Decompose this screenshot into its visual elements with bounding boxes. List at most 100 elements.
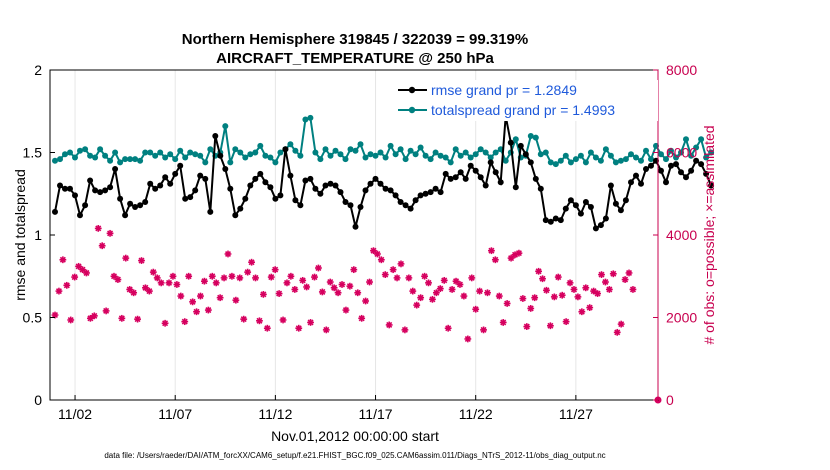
rmse-point bbox=[77, 212, 83, 219]
obs-point-stroke bbox=[201, 278, 208, 285]
obs-point-stroke bbox=[232, 297, 239, 304]
obs-point-stroke bbox=[287, 273, 294, 280]
totalspread-point bbox=[648, 156, 654, 163]
totalspread-point bbox=[77, 147, 83, 154]
totalspread-point bbox=[688, 152, 695, 159]
rmse-point bbox=[277, 192, 284, 199]
totalspread-point bbox=[322, 146, 329, 153]
rmse-point bbox=[572, 202, 579, 209]
obs-point bbox=[503, 300, 511, 307]
obs-point bbox=[456, 281, 464, 288]
plot-area bbox=[49, 69, 715, 404]
obs-point bbox=[185, 272, 193, 280]
rmse-point bbox=[352, 223, 359, 230]
obs-point-stroke bbox=[523, 323, 530, 330]
obs-point-stroke bbox=[484, 289, 491, 296]
obs-point bbox=[118, 314, 126, 322]
x-axis: 11/02 11/07 11/12 11/17 11/22 11/27 bbox=[58, 395, 593, 422]
obs-point bbox=[303, 283, 311, 291]
obs-point-stroke bbox=[185, 273, 192, 280]
obs-point bbox=[114, 276, 122, 283]
obs-point-stroke bbox=[264, 325, 271, 332]
obs-point-stroke bbox=[130, 289, 137, 296]
obs-point-stroke bbox=[122, 255, 129, 262]
obs-point bbox=[558, 291, 566, 299]
obs-point-stroke bbox=[610, 270, 617, 277]
totalspread-point bbox=[452, 146, 459, 153]
rmse-point bbox=[427, 189, 434, 196]
totalspread-point bbox=[622, 156, 629, 163]
totalspread-point bbox=[67, 149, 73, 156]
x-tick-label: 11/12 bbox=[258, 406, 292, 422]
obs-point bbox=[472, 305, 480, 313]
rmse-point bbox=[698, 161, 705, 168]
totalspread-point bbox=[477, 146, 484, 153]
obs-point bbox=[531, 294, 539, 302]
rmse-point bbox=[137, 202, 144, 209]
rmse-point bbox=[537, 185, 544, 192]
obs-point bbox=[436, 285, 444, 293]
obs-point-stroke bbox=[362, 297, 369, 305]
rmse-point bbox=[242, 195, 249, 202]
totalspread-point bbox=[147, 149, 154, 156]
obs-point bbox=[244, 268, 252, 276]
obs-point-stroke bbox=[606, 286, 613, 293]
x-tick-label: 11/27 bbox=[559, 406, 593, 422]
y-right-tick-label: 2000 bbox=[666, 310, 697, 326]
totalspread-point bbox=[62, 151, 68, 158]
obs-point bbox=[582, 284, 590, 292]
obs-point-stroke bbox=[409, 288, 416, 295]
obs-point-stroke bbox=[177, 293, 184, 300]
obs-point bbox=[491, 256, 499, 264]
obs-point-stroke bbox=[272, 266, 279, 273]
rmse-point bbox=[167, 180, 174, 187]
obs-point bbox=[193, 308, 200, 316]
obs-point-stroke bbox=[441, 277, 448, 284]
obs-point-stroke bbox=[91, 312, 98, 319]
obs-point bbox=[145, 287, 153, 295]
totalspread-point bbox=[673, 154, 679, 161]
obs-point-stroke bbox=[197, 293, 204, 300]
rmse-point bbox=[207, 208, 214, 215]
obs-point-stroke bbox=[169, 273, 176, 280]
obs-point-stroke bbox=[614, 329, 621, 336]
obs-point bbox=[51, 311, 59, 319]
rmse-point bbox=[407, 205, 414, 212]
obs-point bbox=[468, 274, 476, 282]
totalspread-point bbox=[437, 152, 444, 159]
obs-point bbox=[90, 312, 98, 320]
obs-point-stroke bbox=[464, 335, 471, 342]
totalspread-point bbox=[172, 156, 179, 163]
totalspread-point bbox=[602, 146, 609, 153]
obs-point bbox=[350, 266, 358, 274]
obs-point-stroke bbox=[335, 289, 342, 296]
totalspread-point bbox=[272, 159, 279, 166]
chart-subtitle: AIRCRAFT_TEMPERATURE @ 250 hPa bbox=[216, 50, 494, 67]
totalspread-point bbox=[442, 154, 449, 161]
obs-point bbox=[232, 296, 240, 304]
obs-point bbox=[165, 279, 173, 287]
obs-point-stroke bbox=[142, 284, 149, 291]
rmse-point bbox=[392, 192, 399, 199]
obs-point bbox=[275, 290, 283, 297]
totalspread-point bbox=[277, 149, 284, 156]
totalspread-point bbox=[302, 116, 309, 123]
obs-point-stroke bbox=[453, 278, 460, 285]
totalspread-point bbox=[352, 147, 359, 154]
rmse-point bbox=[432, 185, 439, 192]
rmse-point bbox=[542, 217, 549, 224]
totalspread-point bbox=[52, 157, 58, 164]
x-axis-label: Nov.01,2012 00:00:00 start bbox=[271, 428, 439, 444]
rmse-point bbox=[477, 174, 484, 181]
rmse-point bbox=[317, 190, 324, 197]
totalspread-point bbox=[137, 157, 144, 164]
obs-point-stroke bbox=[299, 277, 306, 284]
obs-point-stroke bbox=[209, 273, 216, 280]
obs-point bbox=[405, 274, 413, 282]
obs-point-stroke bbox=[496, 293, 503, 300]
rmse-point bbox=[597, 222, 604, 229]
obs-point-stroke bbox=[248, 259, 255, 266]
obs-point-stroke bbox=[618, 321, 625, 328]
y-left-tick-label: 0.5 bbox=[23, 310, 43, 326]
rmse-point bbox=[57, 182, 63, 189]
